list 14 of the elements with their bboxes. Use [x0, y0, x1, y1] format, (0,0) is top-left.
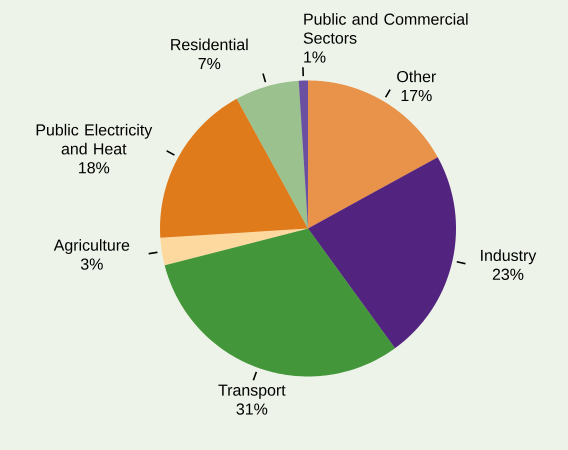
- slice-label: Other: [397, 70, 436, 82]
- data-label: 7%: [198, 58, 220, 70]
- slice-label: Agriculture: [54, 239, 130, 254]
- slice-label: Public Electricity and Heat: [36, 124, 152, 154]
- data-label: 18%: [79, 162, 110, 174]
- slice-label: Public and Commercial Sectors: [304, 13, 468, 44]
- data-label: 31%: [236, 403, 268, 415]
- data-label: 23%: [492, 268, 524, 280]
- data-label: 17%: [402, 90, 432, 102]
- slice-label: Transport: [218, 384, 286, 399]
- data-label: 1%: [304, 51, 326, 63]
- data-label: 3%: [80, 258, 103, 270]
- slice-label: Residential: [171, 38, 248, 50]
- slice-label: Industry: [481, 249, 536, 264]
